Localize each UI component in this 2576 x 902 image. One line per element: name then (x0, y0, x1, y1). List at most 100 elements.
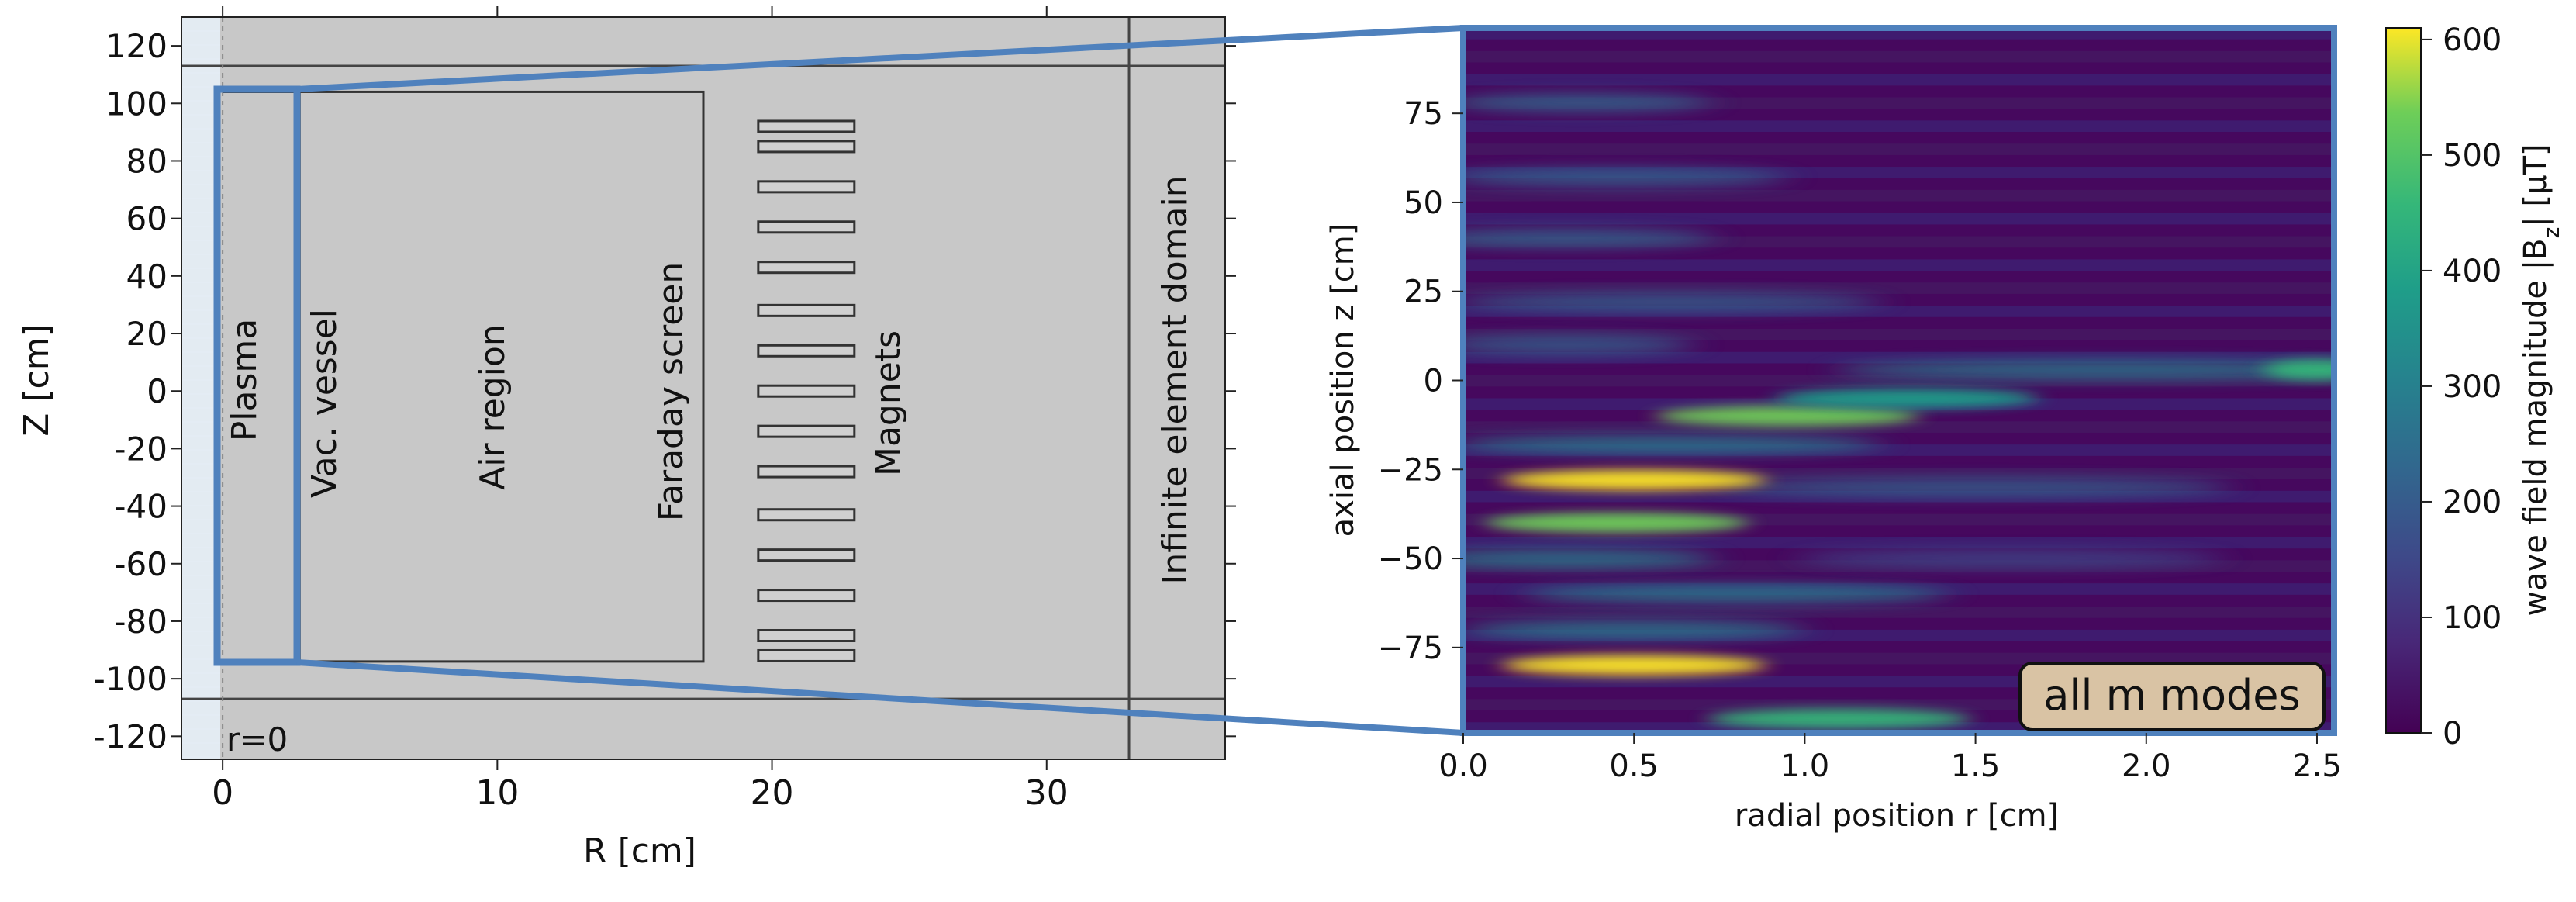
y-tick-label: −50 (1378, 541, 1443, 577)
field-hotspot (1775, 388, 2039, 409)
magnet-coil (757, 465, 856, 479)
x-tick-label: 20 (751, 773, 794, 813)
x-tick-label: 0 (212, 773, 233, 813)
field-stripe (1463, 50, 2334, 63)
field-hotspot (1502, 470, 1766, 491)
field-stripe (1463, 328, 2334, 340)
field-stripe (1463, 537, 2334, 549)
colorbar-gradient (2385, 27, 2422, 734)
geometry-frame (181, 16, 1226, 760)
magnet-coil (757, 119, 856, 133)
field-stripe (1463, 213, 2334, 225)
field-stripe (1463, 421, 2334, 433)
y-tick-label: -120 (94, 717, 167, 755)
y-tick-label: -60 (114, 545, 167, 583)
heatmap-panel: 0.0 0.5 1.0 1.5 2.0 2.5 75 50 25 0 −25 −50 −75 all m… (1325, 25, 2342, 834)
x-tick-label: 2.5 (2292, 748, 2342, 784)
y-tick-label: 20 (126, 315, 167, 353)
region-label-faraday-screen: Faraday screen (651, 262, 691, 521)
colorbar-tick-label: 500 (2443, 138, 2502, 174)
geometry-y-axis-label: Z [cm] (17, 323, 57, 437)
field-lobe (1463, 335, 1694, 354)
magnet-coil (757, 180, 856, 194)
geometry-axes: 0 10 20 30 120 100 80 60 40 20 0 -20 -40 -60 -80 -100 -1… (94, 6, 1236, 813)
field-stripe (1463, 607, 2334, 618)
y-tick-label: -40 (114, 488, 167, 526)
region-label-air-region: Air region (473, 324, 513, 490)
heatmap-x-axis-label: radial position r [cm] (1735, 798, 2059, 834)
field-hotspot (1707, 708, 1971, 729)
y-tick-label: −75 (1378, 631, 1443, 666)
y-tick-label: 0 (147, 372, 167, 410)
colorbar-tick-label: 400 (2443, 254, 2502, 289)
y-tick-label: 60 (126, 200, 167, 238)
field-lobe (1463, 435, 1882, 454)
region-label-magnets: Magnets (868, 330, 908, 476)
magnet-coil (757, 384, 856, 398)
y-tick-label: 50 (1404, 185, 1443, 221)
colorbar-label: wave field magnitude |Bz| [µT] (2518, 143, 2564, 616)
region-label-plasma: Plasma (225, 319, 264, 441)
magnet-coil (757, 508, 856, 522)
x-tick-label: 1.5 (1951, 748, 2001, 784)
y-tick-label: 100 (105, 85, 167, 123)
magnet-coil (757, 303, 856, 317)
magnet-coil (757, 589, 856, 603)
field-lobe (1463, 620, 1805, 639)
magnets-group (757, 119, 856, 662)
field-hotspot (1502, 655, 1766, 676)
magnet-coil (757, 548, 856, 562)
y-tick-label: 75 (1404, 96, 1443, 132)
magnet-coil (757, 648, 856, 662)
field-lobe (1796, 549, 2223, 569)
magnet-coil (757, 344, 856, 358)
y-tick-label: -80 (114, 603, 167, 641)
x-tick-label: 0.5 (1609, 748, 1659, 784)
region-label-infinite-element-domain: Infinite element domain (1155, 175, 1195, 584)
heatmap-axes: 0.0 0.5 1.0 1.5 2.0 2.5 75 50 25 0 −25 −50 −75 (1378, 96, 2342, 784)
x-tick-label: 1.0 (1780, 748, 1830, 784)
y-tick-label: 40 (126, 257, 167, 295)
colorbar-tick-label: 300 (2443, 369, 2502, 405)
x-tick-label: 30 (1025, 773, 1069, 813)
zoom-source-box (213, 85, 301, 666)
geometry-x-axis-label: R [cm] (583, 831, 696, 871)
magnet-coil (757, 140, 856, 154)
field-stripe (1463, 189, 2334, 202)
field-lobe (1463, 292, 1882, 312)
field-stripe (1463, 259, 2334, 271)
field-lobe (1463, 168, 1788, 187)
geometry-panel: 0 10 20 30 120 100 80 60 40 20 0 -20 -40 -60 -80 -100 -1… (17, 6, 1236, 871)
annotation-background (2018, 662, 2326, 731)
magnet-coil (757, 629, 856, 642)
field-lobe (1463, 549, 1715, 569)
y-tick-label: 80 (126, 142, 167, 180)
y-tick-label: −25 (1378, 452, 1443, 488)
y-tick-label: 120 (105, 27, 167, 65)
annotation-text: all m modes (2043, 671, 2300, 720)
field-stripe (1463, 143, 2334, 155)
field-lobe (1719, 478, 2232, 497)
field-hotspot (1656, 406, 1920, 427)
field-hotspot (2263, 359, 2334, 380)
colorbar: 0 100 200 300 400 500 600 wave field magnitude… (2385, 22, 2564, 752)
field-lobe (1463, 228, 1715, 247)
colorbar-tick-label: 100 (2443, 600, 2502, 636)
field-lobe (1523, 584, 1950, 603)
field-lobe (1835, 360, 2334, 379)
axis-marker-r0: r=0 (226, 721, 288, 759)
magnet-coil (757, 261, 856, 275)
field-hotspot (1485, 513, 1749, 534)
x-tick-label: 2.0 (2122, 748, 2171, 784)
y-tick-label: -20 (114, 430, 167, 468)
field-stripe (1463, 120, 2334, 133)
heatmap-hotspots (1485, 359, 2334, 729)
field-stripe (1463, 282, 2334, 294)
field-stripe (1463, 74, 2334, 86)
y-tick-label: 0 (1424, 364, 1443, 399)
x-tick-label: 10 (475, 773, 519, 813)
colorbar-tick-label: 0 (2443, 716, 2462, 752)
y-tick-label: -100 (94, 660, 167, 698)
heatmap-y-axis-label: axial position z [cm] (1325, 223, 1361, 537)
